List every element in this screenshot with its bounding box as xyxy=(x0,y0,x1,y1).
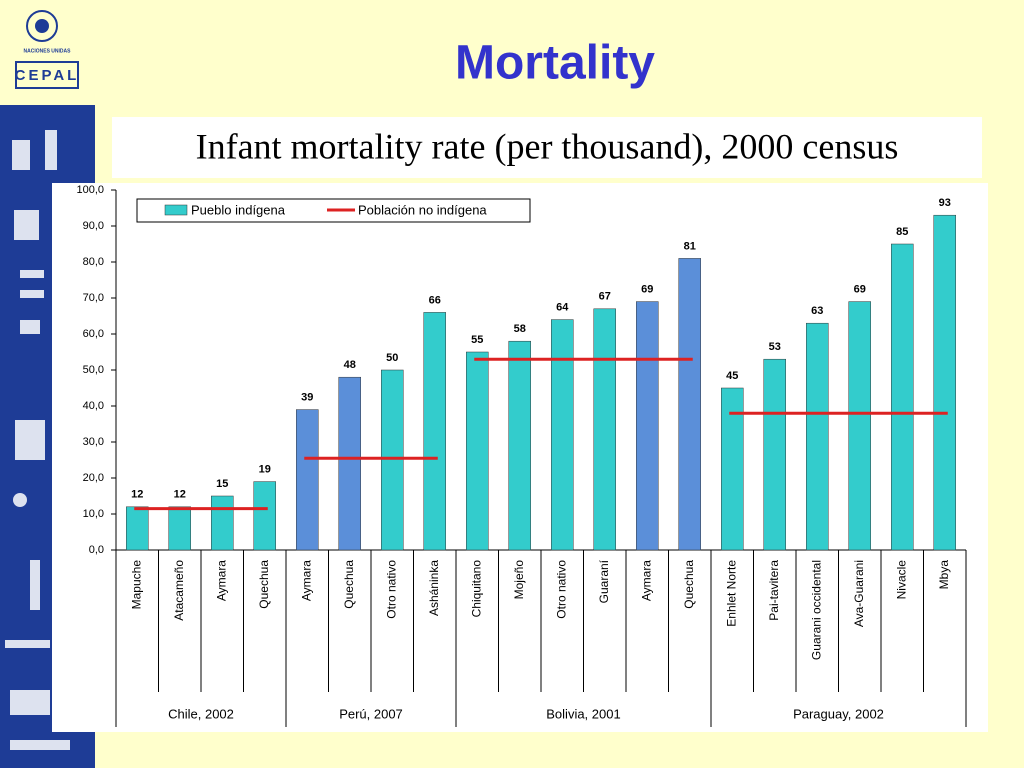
bar xyxy=(806,322,829,551)
decor-symbols xyxy=(5,130,70,750)
value-label: 67 xyxy=(599,291,611,303)
x-tick-label: Otro nativo xyxy=(554,560,568,619)
y-tick-label: 100,0 xyxy=(76,184,104,196)
bar xyxy=(721,387,744,551)
bar xyxy=(211,495,234,551)
bar xyxy=(168,506,191,551)
x-tick-label: Guaraní xyxy=(597,559,611,603)
x-tick-label: Mapuche xyxy=(129,560,143,610)
value-label: 50 xyxy=(386,352,398,364)
chart: 0,0 10,0 20,0 30,0 40,0 50,0 60,0 70,0 80,0 90,0 1… xyxy=(76,184,967,727)
logo-globe xyxy=(35,19,49,33)
value-label: 48 xyxy=(344,359,356,371)
legend-swatch xyxy=(164,204,188,216)
bar xyxy=(933,214,956,551)
value-label: 66 xyxy=(429,294,441,306)
y-tick-label: 40,0 xyxy=(83,400,104,412)
logo-emblem xyxy=(26,10,58,42)
value-label: 81 xyxy=(684,240,696,252)
bar xyxy=(763,358,786,551)
value-label: 85 xyxy=(896,226,908,238)
value-label: 93 xyxy=(939,197,951,209)
y-tick-label: 20,0 xyxy=(83,472,104,484)
x-tick-label: Aymara xyxy=(299,560,313,601)
value-label: 12 xyxy=(174,489,186,501)
x-tick-label: Mbya xyxy=(937,560,951,590)
bar xyxy=(508,340,531,551)
x-tick-label: Atacameño xyxy=(172,560,186,621)
x-tick-label: Enhlet Norte xyxy=(724,560,738,627)
legend-label: Pueblo indígena xyxy=(191,202,286,217)
chart-title: Infant mortality rate (per thousand), 20… xyxy=(196,126,899,166)
bar xyxy=(296,409,319,551)
logo-text: NACIONES UNIDAS xyxy=(24,48,72,54)
group-label: Bolivia, 2001 xyxy=(546,706,620,721)
logo-box xyxy=(15,61,79,89)
bar xyxy=(891,243,914,551)
legend-label: Población no indígena xyxy=(358,202,487,217)
group-label: Chile, 2002 xyxy=(168,706,234,721)
bar xyxy=(338,376,361,551)
bar xyxy=(551,319,574,551)
x-tick-label: Quechua xyxy=(342,560,356,609)
value-label: 19 xyxy=(259,464,271,476)
x-tick-label: Otro nativo xyxy=(384,560,398,619)
value-label: 55 xyxy=(471,334,483,346)
x-tick-label: Nivacle xyxy=(894,560,908,600)
x-tick-label: Quechua xyxy=(682,560,696,609)
value-label: 63 xyxy=(811,305,823,317)
subtitle-box xyxy=(112,117,982,178)
bar xyxy=(423,312,446,551)
bar xyxy=(636,301,659,551)
value-label: 69 xyxy=(641,284,653,296)
value-label: 53 xyxy=(769,341,781,353)
x-tick-label: Quechua xyxy=(257,560,271,609)
y-tick-label: 90,0 xyxy=(83,220,104,232)
y-tick-label: 50,0 xyxy=(83,364,104,376)
y-tick-label: 60,0 xyxy=(83,328,104,340)
logo-name: CEPAL xyxy=(15,67,80,84)
bar xyxy=(466,351,489,551)
bar xyxy=(848,301,871,551)
x-tick-label: Ava-Guarani xyxy=(852,560,866,627)
slide-title: Mortality xyxy=(455,37,655,90)
group-label: Perú, 2007 xyxy=(339,706,403,721)
x-tick-label: Aymara xyxy=(214,560,228,601)
value-label: 45 xyxy=(726,370,738,382)
value-label: 12 xyxy=(131,489,143,501)
group-label: Paraguay, 2002 xyxy=(793,706,884,721)
x-tick-label: Asháninka xyxy=(427,560,441,616)
y-tick-label: 0,0 xyxy=(89,544,104,556)
value-label: 15 xyxy=(216,478,228,490)
x-tick-label: Chiquitano xyxy=(469,560,483,618)
value-label: 64 xyxy=(556,302,569,314)
x-tick-label: Aymara xyxy=(639,560,653,601)
value-label: 39 xyxy=(301,392,313,404)
value-label: 58 xyxy=(514,323,526,335)
bar xyxy=(593,308,616,551)
bar xyxy=(126,506,149,551)
y-tick-label: 10,0 xyxy=(83,508,104,520)
x-tick-label: Pai-tavitera xyxy=(767,560,781,621)
bar xyxy=(678,258,701,551)
bar xyxy=(253,481,276,551)
x-tick-label: Guarani occidental xyxy=(809,560,823,660)
bar xyxy=(381,369,404,551)
y-tick-label: 80,0 xyxy=(83,256,104,268)
value-label: 69 xyxy=(854,284,866,296)
x-tick-label: Mojeño xyxy=(512,560,526,600)
y-tick-label: 70,0 xyxy=(83,292,104,304)
y-tick-label: 30,0 xyxy=(83,436,104,448)
